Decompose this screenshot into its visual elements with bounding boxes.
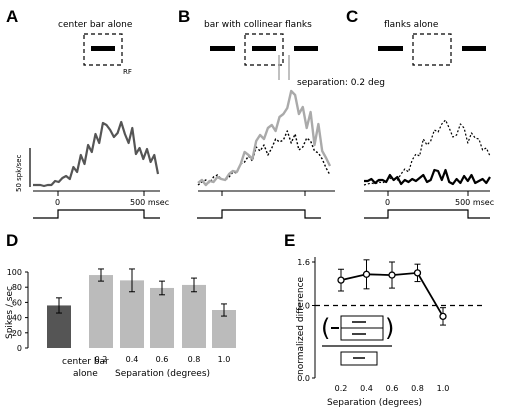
y-tick-label-d: 100 bbox=[7, 268, 22, 277]
time-end-label-a: 500 msec bbox=[130, 198, 169, 207]
control-label-line2: alone bbox=[73, 369, 98, 379]
y-tick-label-d: 20 bbox=[12, 329, 22, 338]
y-tick-label-e: 0.0 bbox=[297, 374, 310, 383]
panel-letter-e: E bbox=[284, 231, 295, 250]
inset-denominator-frame bbox=[340, 351, 378, 366]
x-axis-label-e: Separation (degrees) bbox=[327, 398, 422, 408]
scale-label: 50 spk/sec bbox=[15, 154, 23, 192]
x-tick-label-d: 0.8 bbox=[188, 355, 201, 364]
x-tick-label-e: 0.6 bbox=[386, 384, 399, 393]
psth-trace-flanks-alone bbox=[364, 168, 491, 186]
time-end-label-c: 500 msec bbox=[455, 198, 494, 207]
right-flank-bar-b bbox=[294, 46, 318, 51]
time-zero-label-c: 0 bbox=[385, 198, 390, 207]
stimulus-trace-c bbox=[364, 209, 490, 219]
inset-stimulus-icon: ( ) bbox=[321, 314, 394, 366]
center-bar-a bbox=[91, 46, 115, 51]
rf-label: RF bbox=[123, 68, 132, 76]
panel-c-title: flanks alone bbox=[384, 20, 439, 30]
x-tick-label-e: 1.0 bbox=[437, 384, 450, 393]
psth-panel-c: 0 500 msec bbox=[363, 119, 494, 219]
line-chart-e: normalized difference Separation (degree… bbox=[296, 257, 486, 408]
panel-letter-b: B bbox=[178, 7, 190, 26]
x-tick-label-d: 1.0 bbox=[218, 355, 231, 364]
data-point-e bbox=[388, 271, 396, 279]
center-bar-b bbox=[252, 46, 276, 51]
y-tick-label-d: 80 bbox=[12, 283, 22, 292]
x-axis-label-d: Separation (degrees) bbox=[115, 369, 210, 379]
x-tick-label-e: 0.2 bbox=[335, 384, 348, 393]
x-tick-label-d: 0.6 bbox=[156, 355, 169, 364]
separation-label: separation: 0.2 deg bbox=[297, 78, 385, 88]
panel-b-title: bar with collinear flanks bbox=[204, 20, 312, 30]
psth-trace-bar-with-flanks bbox=[197, 89, 332, 187]
receptive-field-box-b bbox=[244, 33, 284, 66]
data-point-e bbox=[439, 312, 447, 321]
bar-d bbox=[150, 287, 174, 348]
panel-letter-c: C bbox=[346, 7, 358, 26]
panel-a-title: center bar alone bbox=[58, 20, 133, 30]
left-flank-bar-b bbox=[210, 46, 235, 51]
stimulus-trace-b bbox=[197, 209, 321, 219]
y-tick-label-d: 60 bbox=[12, 298, 22, 307]
panel-letter-d: D bbox=[6, 231, 18, 250]
data-point-e bbox=[413, 269, 422, 277]
time-zero-label-a: 0 bbox=[55, 198, 60, 207]
data-point-e bbox=[337, 276, 345, 284]
psth-trace-flanks-reference-c bbox=[363, 119, 491, 186]
psth-panel-a: 50 spk/sec 0 500 msec bbox=[15, 120, 169, 219]
y-axis-label-e: normalized difference bbox=[296, 276, 306, 375]
psth-panel-b bbox=[197, 89, 335, 219]
left-flank-bar-c bbox=[378, 46, 403, 51]
y-tick-label-e: 1.0 bbox=[297, 302, 310, 311]
y-tick-label-e: 1.6 bbox=[297, 258, 310, 267]
receptive-field-box-c bbox=[412, 33, 452, 66]
receptive-field-box-a bbox=[83, 33, 123, 66]
x-tick-label-d: 0.2 bbox=[95, 355, 108, 364]
inset-bracket-left: ( bbox=[321, 314, 330, 342]
y-tick-label-d: 0 bbox=[17, 344, 22, 353]
y-axis-label-d: Spikes / sec bbox=[5, 286, 15, 339]
x-tick-label-e: 0.8 bbox=[411, 384, 424, 393]
inset-bracket-right: ) bbox=[385, 314, 394, 342]
data-point-e bbox=[362, 270, 371, 278]
y-tick-label-d: 40 bbox=[12, 314, 22, 323]
stimulus-trace-a bbox=[33, 209, 160, 219]
bar-chart-d: Spikes / sec center bar alone Separation… bbox=[5, 268, 236, 379]
control-label-line1: center bar bbox=[62, 357, 109, 367]
x-tick-label-e: 0.4 bbox=[360, 384, 373, 393]
right-flank-bar-c bbox=[462, 46, 486, 51]
psth-trace-center-bar bbox=[33, 120, 160, 188]
x-tick-label-d: 0.4 bbox=[126, 355, 139, 364]
panel-letter-a: A bbox=[6, 7, 18, 26]
bar-d bbox=[89, 275, 113, 348]
bar-d bbox=[182, 284, 206, 348]
